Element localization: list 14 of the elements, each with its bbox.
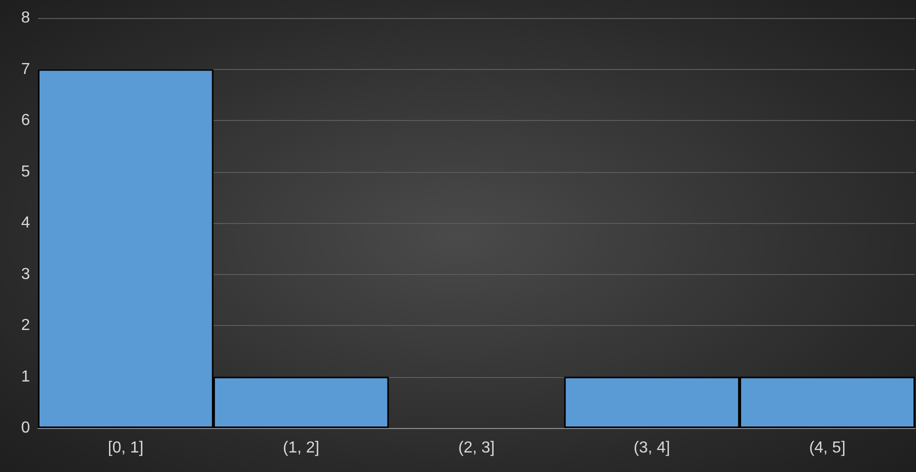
y-tick-label: 3 (21, 266, 30, 283)
x-tick-label: [0, 1] (108, 440, 144, 456)
x-tick-label: (3, 4] (634, 440, 670, 456)
y-tick-label: 0 (21, 420, 30, 436)
y-tick-label: 6 (21, 112, 30, 129)
y-tick-label: 2 (21, 317, 30, 334)
x-tick-label: (1, 2] (282, 440, 320, 456)
y-tick-label: 8 (21, 10, 30, 26)
y-tick-label: 1 (21, 368, 30, 386)
y-tick-label: 7 (21, 60, 30, 78)
x-tick-label: (2, 3] (458, 440, 495, 456)
x-tick-label: (4, 5] (809, 440, 846, 456)
y-tick-label: 5 (21, 163, 30, 180)
y-tick-label: 4 (21, 214, 30, 232)
